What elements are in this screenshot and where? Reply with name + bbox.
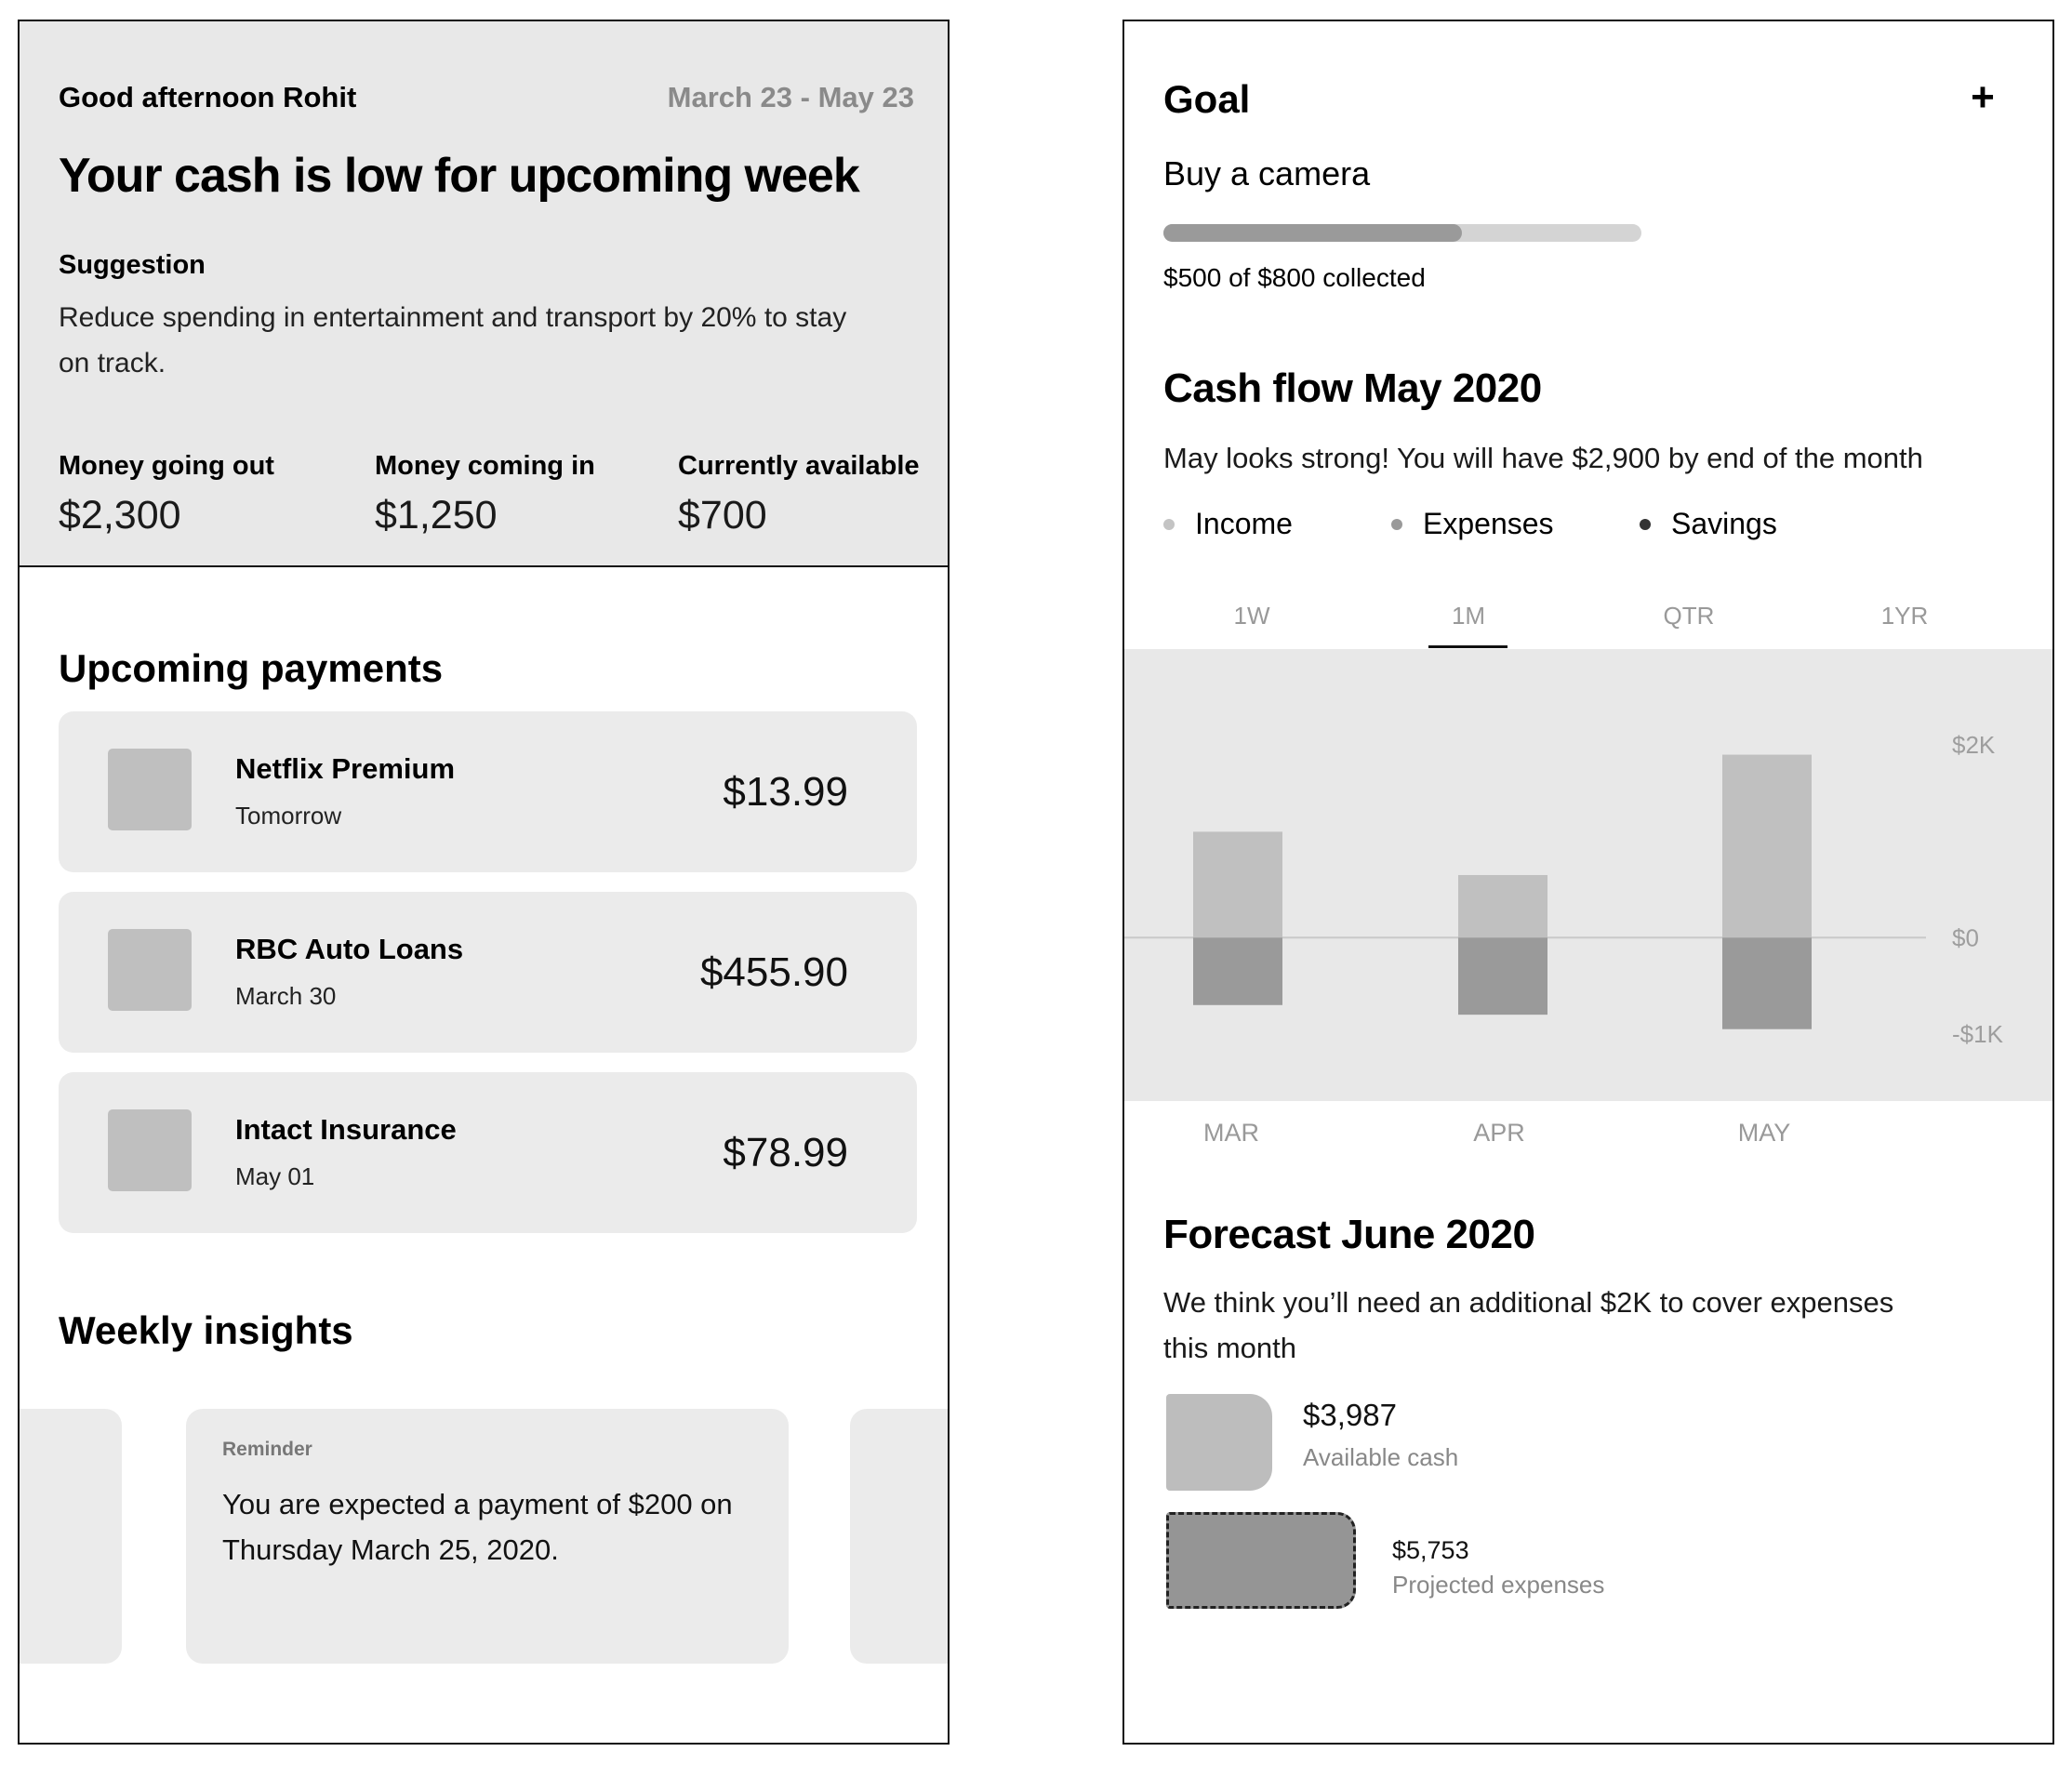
- insight-message: You are expected a payment of $200 on Th…: [222, 1488, 733, 1566]
- projected-expenses-label: Projected expenses: [1392, 1571, 1605, 1599]
- stat-money-in: Money coming in $1,250: [375, 451, 595, 538]
- bar-income-mar: [1193, 831, 1282, 938]
- stat-label: Currently available: [678, 451, 920, 481]
- legend-dot-expenses: [1391, 518, 1402, 530]
- y-tick-label: $2K: [1952, 731, 1996, 759]
- payment-name: Netflix Premium: [235, 752, 456, 785]
- overview-panel: Good afternoon Rohit March 23 - May 23 Y…: [18, 20, 950, 1745]
- payment-item[interactable]: Netflix Premium Tomorrow $13.99: [59, 711, 917, 872]
- active-tab-indicator: [1428, 645, 1508, 648]
- goal-name: Buy a camera: [1163, 154, 1371, 192]
- payment-logo-placeholder: [108, 749, 192, 830]
- payment-date: March 30: [235, 982, 337, 1010]
- planning-panel: Goal + Buy a camera $500 of $800 collect…: [1122, 20, 2054, 1745]
- goal-title: Goal: [1163, 77, 1251, 121]
- y-tick-label: -$1K: [1952, 1020, 2004, 1048]
- goal-progress-fill: [1163, 224, 1463, 242]
- x-tick-label: MAR: [1203, 1119, 1259, 1147]
- legend-savings: Savings: [1640, 507, 1777, 541]
- stat-available: Currently available $700: [678, 451, 920, 538]
- available-cash-block: [1166, 1394, 1272, 1491]
- cashflow-chart: $2K $0 -$1K: [1124, 731, 2004, 1048]
- payment-amount: $78.99: [723, 1130, 848, 1175]
- available-cash-value: $3,987: [1303, 1398, 1397, 1432]
- legend-dot-savings: [1640, 518, 1651, 530]
- bar-expenses-may: [1722, 937, 1812, 1029]
- legend-dot-income: [1163, 518, 1175, 530]
- payment-name: Intact Insurance: [235, 1113, 457, 1146]
- x-tick-label: APR: [1473, 1119, 1525, 1147]
- suggestion-text: Reduce spending in entertainment and tra…: [59, 302, 847, 378]
- stat-label: Money going out: [59, 451, 274, 481]
- tab-1yr[interactable]: 1YR: [1880, 602, 1929, 630]
- payment-item[interactable]: RBC Auto Loans March 30 $455.90: [59, 892, 917, 1053]
- stat-value: $1,250: [375, 493, 498, 537]
- projected-expenses-block: [1166, 1512, 1356, 1609]
- legend-label: Savings: [1671, 507, 1777, 540]
- suggestion-title: Suggestion: [59, 250, 206, 280]
- tab-1w[interactable]: 1W: [1233, 602, 1270, 630]
- payment-logo-placeholder: [108, 929, 192, 1011]
- tab-qtr[interactable]: QTR: [1663, 602, 1715, 630]
- upcoming-payments-title: Upcoming payments: [59, 646, 444, 690]
- bar-expenses-mar: [1193, 937, 1282, 1005]
- insight-card[interactable]: Reminder You are expected a payment of $…: [186, 1409, 789, 1664]
- cashflow-subtitle: May looks strong! You will have $2,900 b…: [1163, 442, 1923, 474]
- payment-item[interactable]: Intact Insurance May 01 $78.99: [59, 1072, 917, 1233]
- bar-income-may: [1722, 754, 1812, 938]
- stat-value: $2,300: [59, 493, 181, 537]
- y-tick-label: $0: [1952, 923, 1979, 951]
- payment-name: RBC Auto Loans: [235, 933, 464, 965]
- stat-label: Money coming in: [375, 451, 595, 481]
- stat-money-out: Money going out $2,300: [59, 451, 274, 538]
- cash-summary-card: Good afternoon Rohit March 23 - May 23 Y…: [20, 21, 948, 567]
- legend-label: Expenses: [1423, 507, 1554, 540]
- legend-income: Income: [1163, 507, 1293, 541]
- add-goal-button[interactable]: +: [1971, 74, 1995, 120]
- tab-1m[interactable]: 1M: [1451, 602, 1486, 630]
- goal-progress-bar: [1163, 224, 1641, 242]
- page-title: Your cash is low for upcoming week: [59, 149, 860, 203]
- insight-kind: Reminder: [222, 1439, 312, 1460]
- weekly-insights-title: Weekly insights: [59, 1308, 353, 1352]
- available-cash-label: Available cash: [1303, 1443, 1459, 1471]
- forecast-text: We think you’ll need an additional $2K t…: [1163, 1286, 1894, 1364]
- insight-card-previous[interactable]: [20, 1409, 122, 1664]
- x-tick-label: MAY: [1737, 1119, 1791, 1147]
- forecast-title: Forecast June 2020: [1163, 1212, 1535, 1257]
- bar-expenses-apr: [1458, 937, 1547, 1015]
- payment-date: May 01: [235, 1162, 315, 1190]
- legend-label: Income: [1195, 507, 1293, 540]
- projected-expenses-value: $5,753: [1392, 1536, 1469, 1564]
- goal-status: $500 of $800 collected: [1163, 263, 1426, 292]
- payment-date: Tomorrow: [235, 802, 342, 829]
- payment-amount: $13.99: [723, 769, 848, 815]
- payment-amount: $455.90: [699, 949, 848, 995]
- insight-card-next[interactable]: [850, 1409, 948, 1664]
- legend-expenses: Expenses: [1391, 507, 1554, 541]
- bar-income-apr: [1458, 875, 1547, 938]
- payment-logo-placeholder: [108, 1109, 192, 1191]
- cashflow-title: Cash flow May 2020: [1163, 365, 1542, 411]
- greeting: Good afternoon Rohit: [59, 81, 357, 113]
- date-range-selector[interactable]: March 23 - May 23: [667, 81, 914, 113]
- stat-value: $700: [678, 493, 767, 537]
